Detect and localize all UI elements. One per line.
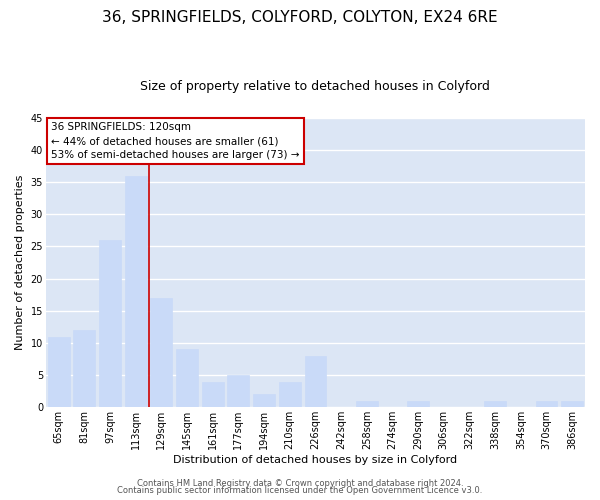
Bar bbox=[202, 382, 224, 407]
Bar bbox=[99, 240, 121, 408]
Bar bbox=[151, 298, 172, 408]
Bar bbox=[484, 401, 506, 407]
Bar bbox=[407, 401, 429, 407]
Text: Contains HM Land Registry data © Crown copyright and database right 2024.: Contains HM Land Registry data © Crown c… bbox=[137, 478, 463, 488]
Bar bbox=[73, 330, 95, 407]
Bar bbox=[176, 350, 198, 408]
Bar bbox=[227, 375, 250, 408]
Bar bbox=[356, 401, 377, 407]
X-axis label: Distribution of detached houses by size in Colyford: Distribution of detached houses by size … bbox=[173, 455, 457, 465]
Text: Contains public sector information licensed under the Open Government Licence v3: Contains public sector information licen… bbox=[118, 486, 482, 495]
Bar bbox=[125, 176, 146, 408]
Bar bbox=[561, 401, 583, 407]
Text: 36 SPRINGFIELDS: 120sqm
← 44% of detached houses are smaller (61)
53% of semi-de: 36 SPRINGFIELDS: 120sqm ← 44% of detache… bbox=[51, 122, 300, 160]
Bar bbox=[305, 356, 326, 408]
Bar bbox=[253, 394, 275, 407]
Title: Size of property relative to detached houses in Colyford: Size of property relative to detached ho… bbox=[140, 80, 490, 93]
Bar bbox=[536, 401, 557, 407]
Y-axis label: Number of detached properties: Number of detached properties bbox=[15, 175, 25, 350]
Text: 36, SPRINGFIELDS, COLYFORD, COLYTON, EX24 6RE: 36, SPRINGFIELDS, COLYFORD, COLYTON, EX2… bbox=[102, 10, 498, 25]
Bar bbox=[279, 382, 301, 407]
Bar bbox=[48, 336, 70, 407]
